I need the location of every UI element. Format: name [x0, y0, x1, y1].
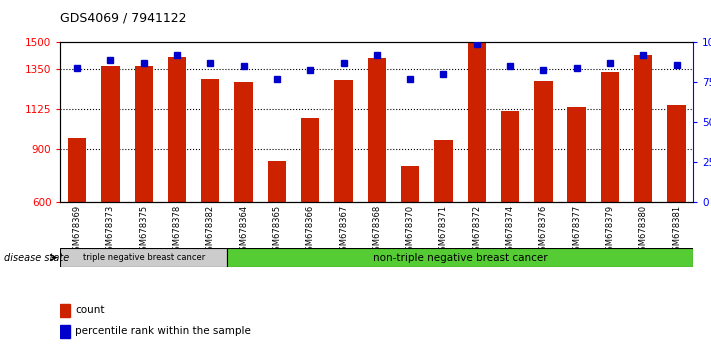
Text: triple negative breast cancer: triple negative breast cancer [82, 253, 205, 262]
Bar [68, 138, 86, 308]
Bar [668, 105, 685, 308]
Bar [534, 81, 552, 308]
Bar [368, 57, 386, 308]
Text: non-triple negative breast cancer: non-triple negative breast cancer [373, 253, 547, 263]
Bar [334, 80, 353, 308]
Bar [434, 140, 453, 308]
Bar [501, 110, 519, 308]
Bar [227, 248, 693, 267]
Bar [235, 82, 253, 308]
Bar [60, 304, 70, 317]
Bar [567, 107, 586, 308]
Bar [60, 248, 227, 267]
Text: count: count [75, 305, 105, 315]
Bar [601, 72, 619, 308]
Bar [168, 57, 186, 308]
Bar [134, 67, 153, 308]
Bar [268, 161, 286, 308]
Bar [401, 166, 419, 308]
Bar [301, 118, 319, 308]
Bar [201, 79, 220, 308]
Text: GDS4069 / 7941122: GDS4069 / 7941122 [60, 12, 187, 25]
Text: disease state: disease state [4, 252, 69, 263]
Bar [60, 325, 70, 338]
Bar [468, 42, 486, 308]
Bar [634, 55, 653, 308]
Text: percentile rank within the sample: percentile rank within the sample [75, 326, 251, 336]
Bar [101, 67, 119, 308]
